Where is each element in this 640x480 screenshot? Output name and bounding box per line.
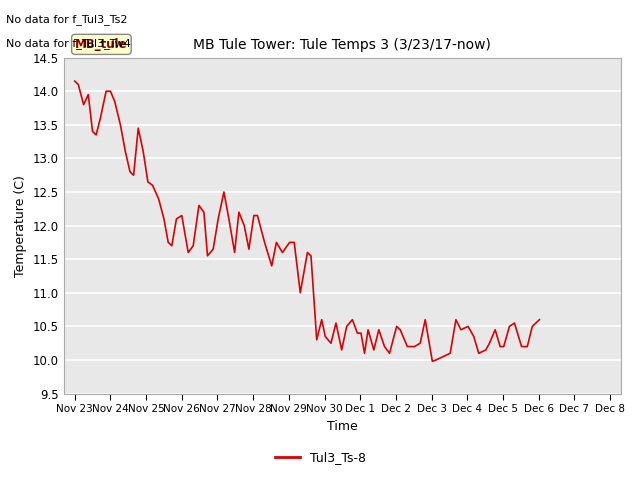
- Legend: Tul3_Ts-8: Tul3_Ts-8: [269, 446, 371, 469]
- Text: No data for f_Tul3_Ts2: No data for f_Tul3_Ts2: [6, 14, 128, 25]
- Y-axis label: Temperature (C): Temperature (C): [15, 175, 28, 276]
- Text: MB_tule: MB_tule: [75, 38, 127, 51]
- Title: MB Tule Tower: Tule Temps 3 (3/23/17-now): MB Tule Tower: Tule Temps 3 (3/23/17-now…: [193, 38, 492, 52]
- X-axis label: Time: Time: [327, 420, 358, 432]
- Text: No data for f_Tul3_Tw4: No data for f_Tul3_Tw4: [6, 38, 131, 49]
